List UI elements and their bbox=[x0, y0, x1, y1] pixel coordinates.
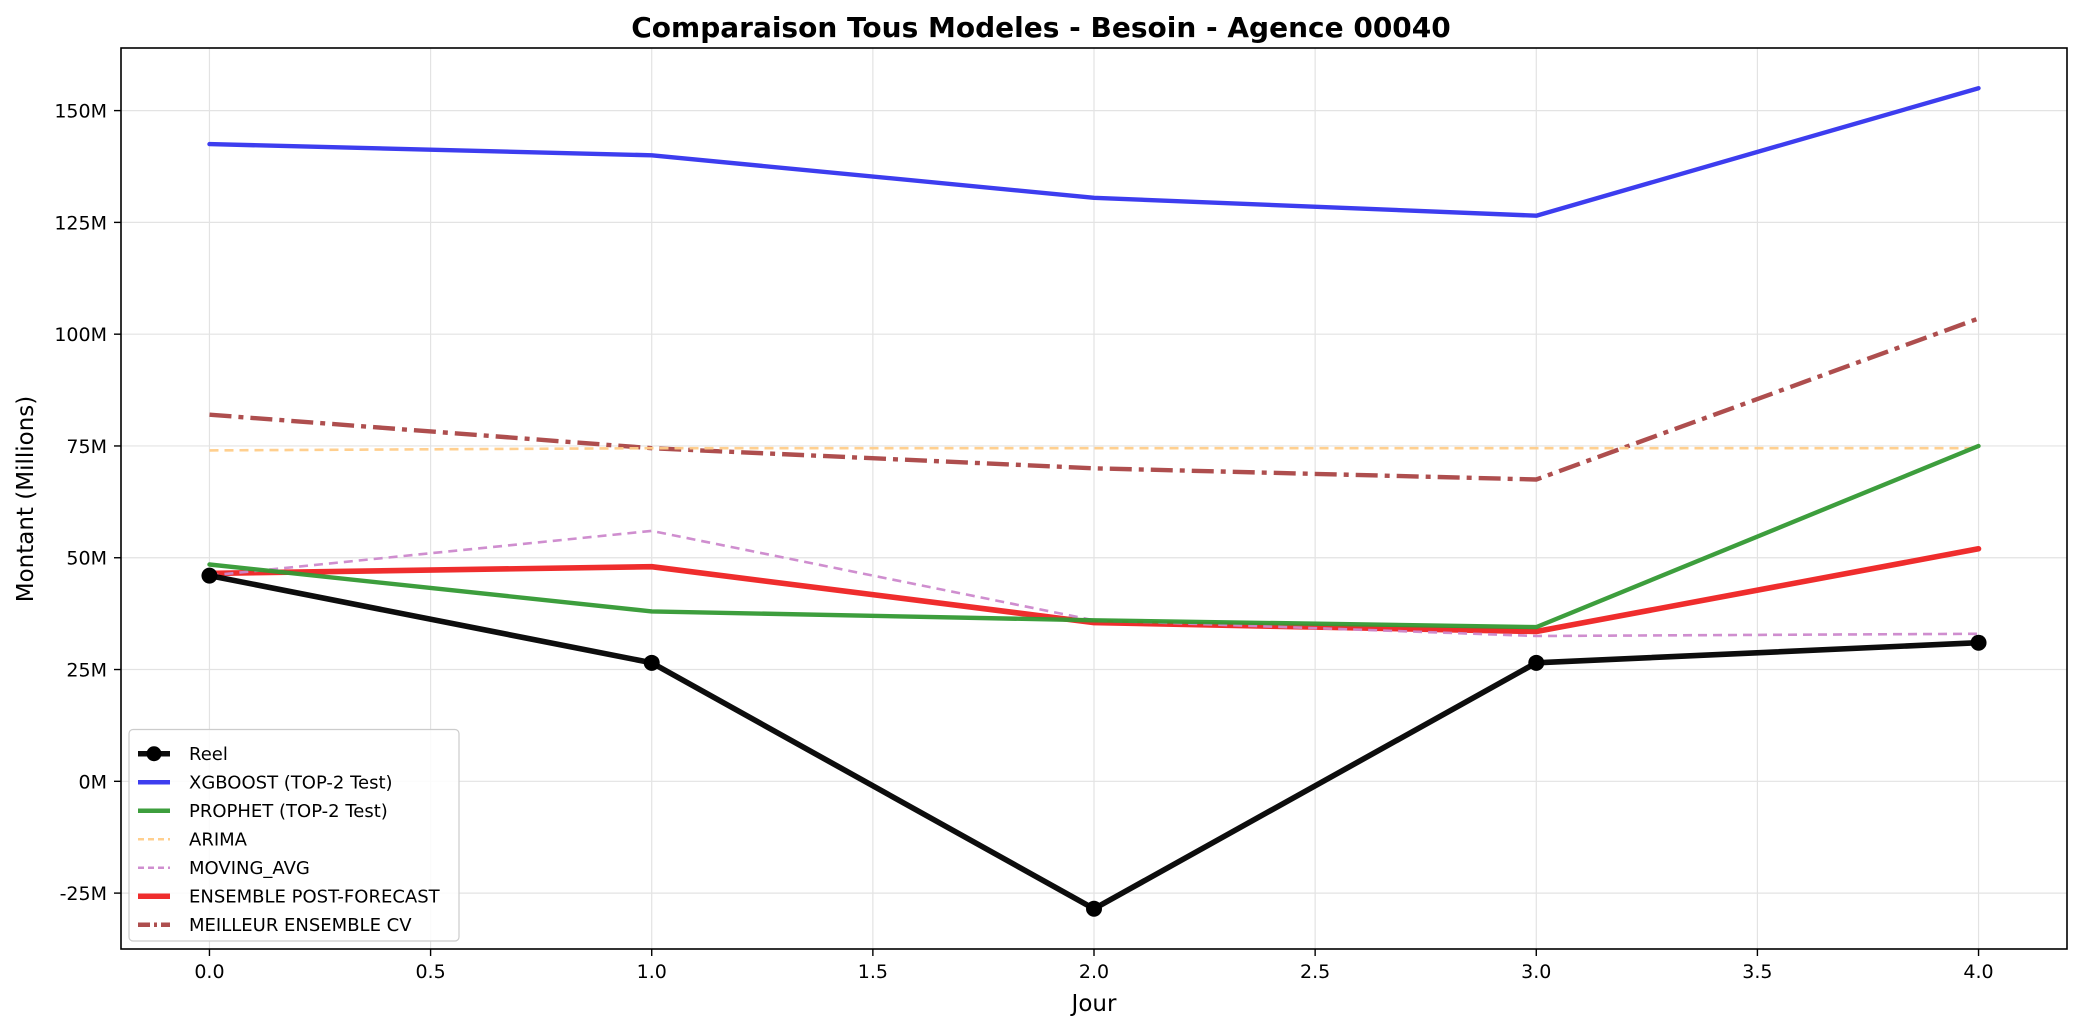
legend-marker-reel bbox=[146, 746, 162, 762]
series-line-moving-avg bbox=[209, 529, 1979, 638]
legend-label-prophet-top-2-test: PROPHET (TOP-2 Test) bbox=[189, 801, 388, 822]
x-tick-label: 4.0 bbox=[1963, 961, 1993, 983]
series-line-meilleur-ensemble-cv bbox=[209, 316, 1980, 482]
chart-title: Comparaison Tous Modeles - Besoin - Agen… bbox=[631, 11, 1451, 44]
data-point-reel bbox=[643, 654, 660, 671]
y-tick-label: 25M bbox=[66, 660, 107, 682]
series-line-arima bbox=[209, 446, 1979, 452]
data-point-reel bbox=[1086, 900, 1102, 917]
legend-label-xgboost-top-2-test: XGBOOST (TOP-2 Test) bbox=[189, 772, 393, 793]
x-axis: 0.0 0.5 1.0 1.5 2.0 2.5 3.0 3.5 4.0 bbox=[194, 949, 1994, 983]
series-line-xgboost-top-2-test bbox=[207, 85, 1981, 218]
legend-label-ensemble-post-forecast: ENSEMBLE POST-FORECAST bbox=[189, 886, 441, 907]
x-tick-label: 0.5 bbox=[415, 961, 445, 983]
legend: Reel XGBOOST (TOP-2 Test) PROPHET (TOP-2 T… bbox=[128, 728, 460, 942]
x-tick-label: 0.0 bbox=[194, 961, 224, 983]
series-line-prophet-top-2-test bbox=[207, 443, 1981, 630]
legend-label-reel: Reel bbox=[189, 744, 228, 765]
legend-label-arima: ARIMA bbox=[189, 829, 248, 850]
data-point-reel bbox=[1528, 654, 1545, 671]
x-tick-label: 3.5 bbox=[1742, 961, 1772, 983]
data-point-reel bbox=[201, 567, 218, 584]
x-tick-label: 1.5 bbox=[858, 961, 888, 983]
x-tick-label: 1.0 bbox=[637, 961, 667, 983]
y-axis-title: Montant (Millions) bbox=[13, 396, 39, 603]
x-axis-title: Jour bbox=[1070, 991, 1117, 1017]
y-tick-label: 0M bbox=[79, 771, 107, 793]
data-point-reel bbox=[1970, 634, 1987, 651]
x-tick-label: 2.5 bbox=[1300, 961, 1330, 983]
series-line-ensemble-post-forecast bbox=[206, 545, 1982, 635]
legend-label-meilleur-ensemble-cv: MEILLEUR ENSEMBLE CV bbox=[189, 915, 412, 936]
legend-label-moving-avg: MOVING_AVG bbox=[189, 858, 310, 879]
y-tick-label: 50M bbox=[66, 548, 107, 570]
y-tick-label: 100M bbox=[54, 324, 107, 346]
x-tick-label: 2.0 bbox=[1079, 961, 1109, 983]
y-tick-label: -25M bbox=[60, 883, 107, 905]
series-layer bbox=[201, 85, 1987, 917]
y-axis: -25M 0M 25M 50M 75M 100M 125M 150M bbox=[54, 101, 121, 905]
legend-box bbox=[128, 728, 460, 942]
y-tick-label: 75M bbox=[66, 436, 107, 458]
y-tick-label: 150M bbox=[54, 101, 107, 123]
x-tick-label: 3.0 bbox=[1521, 961, 1551, 983]
y-tick-label: 125M bbox=[54, 212, 107, 234]
